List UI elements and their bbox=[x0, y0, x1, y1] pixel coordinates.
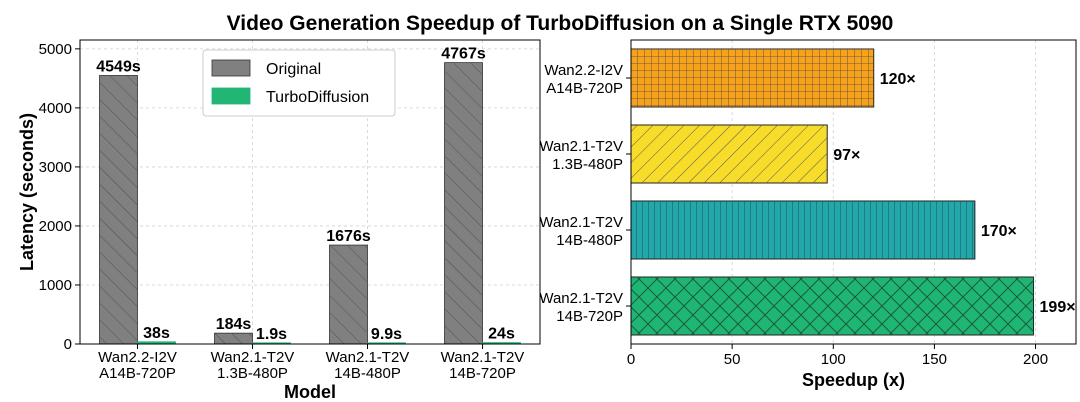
bar-data-label: 4767s bbox=[441, 46, 486, 63]
bar-hatch bbox=[214, 333, 253, 344]
y-tick-label: 5000 bbox=[39, 41, 72, 58]
bar-data-label: 120× bbox=[880, 71, 916, 88]
x-tick-label: 150 bbox=[922, 351, 947, 368]
y-tick-label: 3000 bbox=[39, 159, 72, 176]
y-tick-label: 1.3B-480P bbox=[552, 156, 623, 173]
bar-data-label: 9.9s bbox=[371, 326, 402, 343]
legend: Original TurboDiffusion bbox=[202, 49, 396, 117]
bar-hatch bbox=[329, 245, 368, 344]
y-tick-label: Wan2.1-T2V bbox=[539, 138, 623, 155]
bar-data-label: 170× bbox=[981, 223, 1017, 240]
speedup-bar-hatch bbox=[631, 277, 1034, 335]
x-tick-label: 200 bbox=[1023, 351, 1048, 368]
bar-data-label: 4549s bbox=[96, 58, 141, 75]
y-tick-label: Wan2.1-T2V bbox=[539, 290, 623, 307]
x-tick-label: Wan2.2-I2V bbox=[98, 349, 177, 366]
bar-data-label: 97× bbox=[833, 147, 860, 164]
y-tick-label: 4000 bbox=[39, 100, 72, 117]
x-tick-label: Wan2.1-T2V bbox=[326, 349, 410, 366]
bar-data-label: 38s bbox=[143, 325, 170, 342]
x-tick-label: 14B-720P bbox=[449, 365, 516, 382]
x-tick-label: 0 bbox=[627, 351, 635, 368]
bar-data-label: 1676s bbox=[326, 228, 371, 245]
bar-data-label: 1.9s bbox=[256, 326, 287, 343]
x-tick-label: 100 bbox=[821, 351, 846, 368]
legend-label: TurboDiffusion bbox=[266, 89, 369, 106]
x-tick-label: A14B-720P bbox=[99, 365, 176, 382]
y-tick-label: A14B-720P bbox=[546, 80, 623, 97]
legend-swatch-original bbox=[211, 59, 251, 77]
x-tick-label: 14B-480P bbox=[334, 365, 401, 382]
speedup-bar-hatch bbox=[631, 49, 874, 107]
speedup-bar-hatch bbox=[631, 125, 828, 183]
x-tick-label: 50 bbox=[724, 351, 741, 368]
speedup-bar-hatch bbox=[631, 201, 975, 259]
x-tick-label: Wan2.1-T2V bbox=[211, 349, 295, 366]
plot-frame bbox=[79, 39, 541, 345]
y-tick-label: 0 bbox=[64, 336, 72, 353]
latency-chart: 0 1000 2000 3000 4000 5000 4549s 38s Wan2.2-I2VA… bbox=[17, 39, 541, 402]
y-tick-label: 14B-480P bbox=[556, 232, 623, 249]
y-tick-label: 2000 bbox=[39, 218, 72, 235]
bar-hatch bbox=[99, 75, 138, 344]
x-tick-label: Wan2.1-T2V bbox=[441, 349, 525, 366]
legend-box bbox=[202, 49, 396, 117]
bar-hatch bbox=[444, 62, 483, 344]
x-axis-label: Speedup (x) bbox=[802, 370, 905, 390]
plot-frame bbox=[630, 39, 1077, 345]
bar-data-label: 199× bbox=[1040, 299, 1076, 316]
legend-swatch-turbodiffusion bbox=[211, 87, 251, 105]
bar-data-label: 24s bbox=[488, 326, 515, 343]
x-tick-label: 1.3B-480P bbox=[217, 365, 288, 382]
chart-title: Video Generation Speedup of TurboDiffusi… bbox=[227, 12, 894, 35]
y-tick-label: 1000 bbox=[39, 277, 72, 294]
y-tick-label: 14B-720P bbox=[556, 308, 623, 325]
x-axis-label: Model bbox=[284, 382, 336, 402]
y-tick-label: Wan2.2-I2V bbox=[544, 62, 623, 79]
bar-data-label: 184s bbox=[216, 316, 252, 333]
legend-label: Original bbox=[266, 61, 321, 78]
y-axis-label: Latency (seconds) bbox=[17, 113, 37, 271]
y-tick-label: Wan2.1-T2V bbox=[539, 214, 623, 231]
